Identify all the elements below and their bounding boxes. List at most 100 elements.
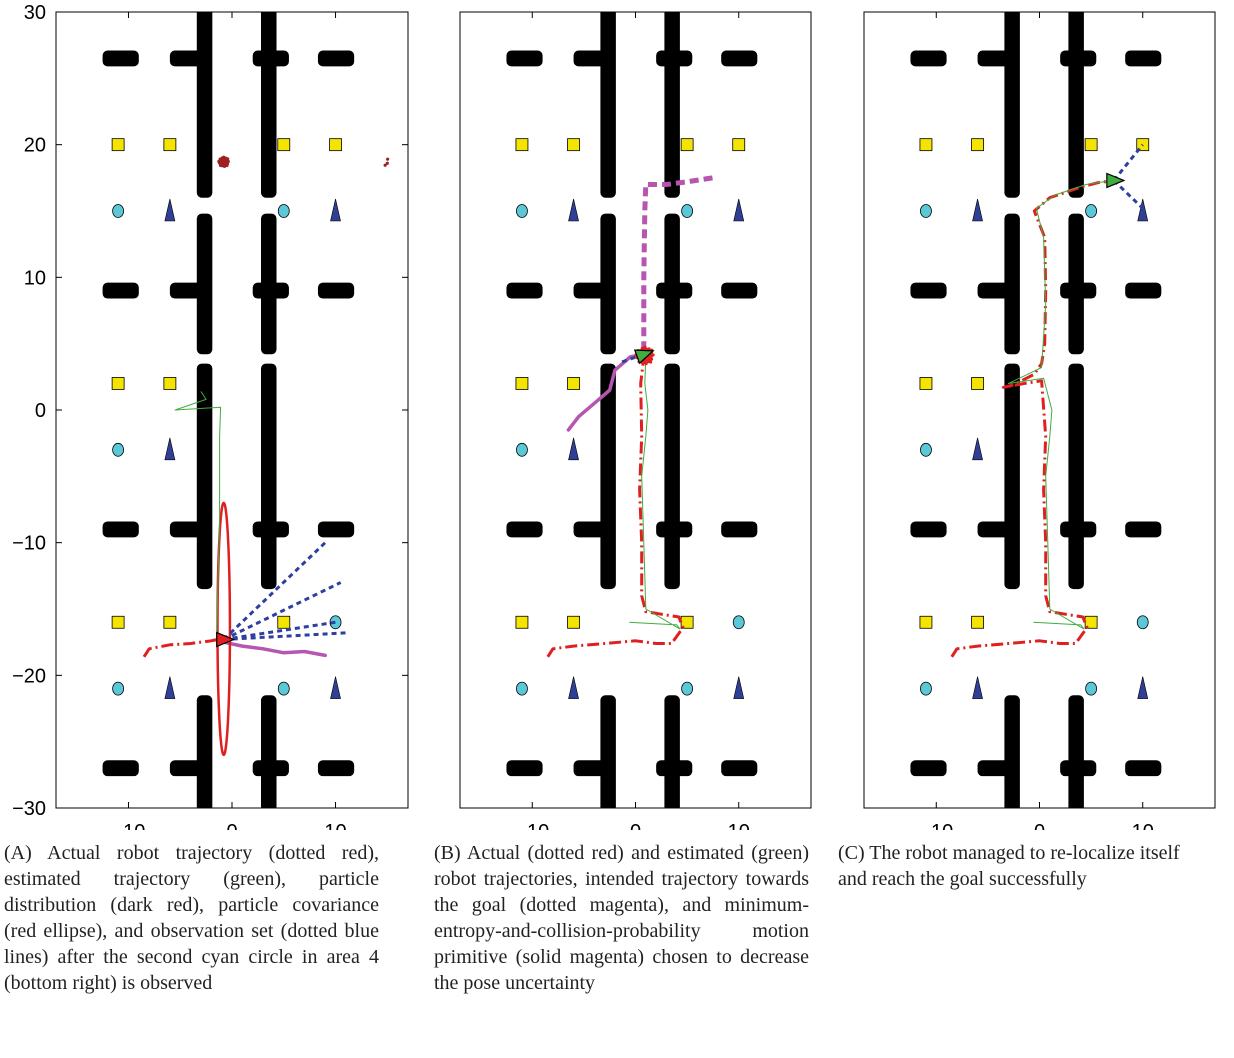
obstacle (196, 12, 213, 198)
landmark-square (1084, 615, 1098, 629)
obstacle (1125, 282, 1162, 299)
landmark-triangle (972, 676, 983, 699)
landmark-circle (920, 681, 932, 696)
landmark-triangle (330, 676, 341, 699)
landmark-triangle (733, 676, 745, 699)
plot-area (910, 12, 1162, 808)
obstacle (506, 521, 543, 538)
landmark-circle (732, 615, 745, 630)
x-tick-label: 0 (630, 821, 641, 830)
x-tick-label: 0 (1034, 821, 1045, 830)
obstacle (506, 282, 543, 299)
obstacle (910, 760, 947, 777)
obstacle (1004, 12, 1020, 198)
obstacle (317, 50, 355, 67)
obstacle (1068, 695, 1084, 808)
estimated-trajectory (629, 356, 681, 630)
landmark-circle (920, 204, 932, 218)
particle (222, 155, 226, 159)
intended-trajectory (641, 175, 714, 351)
landmark-circle (1136, 615, 1149, 630)
landmark-square (329, 138, 342, 152)
landmark-square (567, 138, 580, 152)
particle (649, 360, 653, 364)
landmark-triangle (568, 198, 579, 222)
landmark-circle (516, 204, 528, 218)
x-tick-label: 10 (1132, 821, 1154, 830)
obstacle (600, 363, 616, 590)
actual-trajectory (950, 180, 1114, 658)
obstacle (600, 213, 616, 355)
estimated-trajectory (174, 391, 222, 643)
landmark-circle (516, 681, 528, 696)
particle (651, 353, 655, 357)
caption-c: (C) The robot managed to re-localize its… (838, 842, 1180, 890)
obstacle (721, 282, 758, 299)
landmark-triangle (1137, 676, 1149, 699)
obstacle (1125, 521, 1162, 538)
landmark-square (515, 615, 529, 629)
particle (646, 360, 650, 364)
actual-trajectory (142, 636, 225, 658)
obstacle (1004, 213, 1020, 355)
obstacle (196, 695, 213, 808)
particle (225, 163, 229, 168)
y-tick-label: −30 (12, 798, 46, 820)
landmark-circle (681, 204, 694, 218)
obstacle (260, 213, 277, 355)
motion-primitive (221, 640, 327, 658)
particle (647, 347, 651, 351)
landmark-triangle (568, 676, 579, 699)
obstacle (1068, 12, 1084, 198)
obstacle (1068, 213, 1084, 355)
landmark-circle (277, 204, 290, 218)
obstacle (506, 760, 543, 777)
landmark-square (732, 138, 746, 152)
particle (222, 164, 227, 168)
particle (640, 346, 644, 351)
y-tick-label: 30 (24, 2, 46, 24)
landmark-triangle (164, 437, 176, 461)
landmark-square (919, 615, 933, 629)
particle (226, 157, 230, 161)
particle (226, 159, 230, 164)
panel-b: −10 0 10 (459, 11, 812, 830)
landmark-circle (329, 615, 342, 630)
landmark-square (1084, 138, 1098, 152)
particle (644, 361, 648, 366)
obstacle (721, 760, 758, 777)
obstacle (317, 521, 355, 538)
landmark-circle (112, 681, 125, 696)
landmark-circle (112, 204, 125, 218)
obstacle (260, 363, 277, 590)
actual-trajectory (546, 356, 685, 658)
figure: −10 0 10 −30 −20 −10 0 10 20 30 −10 0 10 −10 0 10 (12, 2, 1216, 830)
y-tick-label: 20 (24, 135, 46, 157)
landmark-square (277, 615, 291, 629)
particle (383, 163, 387, 167)
y-tick-label: −10 (12, 533, 46, 555)
landmark-square (163, 138, 177, 152)
landmark-circle (920, 442, 932, 457)
landmark-square (919, 377, 933, 390)
landmark-triangle (972, 198, 983, 222)
obstacle (1004, 695, 1020, 808)
landmark-circle (681, 681, 694, 696)
landmark-square (971, 615, 984, 629)
landmark-circle (112, 442, 125, 457)
obstacle (102, 282, 139, 299)
landmark-triangle (1137, 198, 1149, 222)
plot-frame (459, 11, 812, 809)
obstacle (664, 363, 680, 590)
obstacle (664, 695, 680, 808)
x-tick-label: 0 (226, 821, 237, 830)
obstacle (600, 12, 616, 198)
covariance-ellipse (216, 501, 232, 757)
plot-frame (55, 11, 409, 809)
obstacle (196, 363, 213, 590)
robot-marker (216, 631, 236, 648)
landmark-triangle (972, 437, 983, 461)
x-tick-label: 10 (324, 821, 346, 830)
landmark-square (919, 138, 933, 152)
landmark-square (163, 377, 177, 390)
